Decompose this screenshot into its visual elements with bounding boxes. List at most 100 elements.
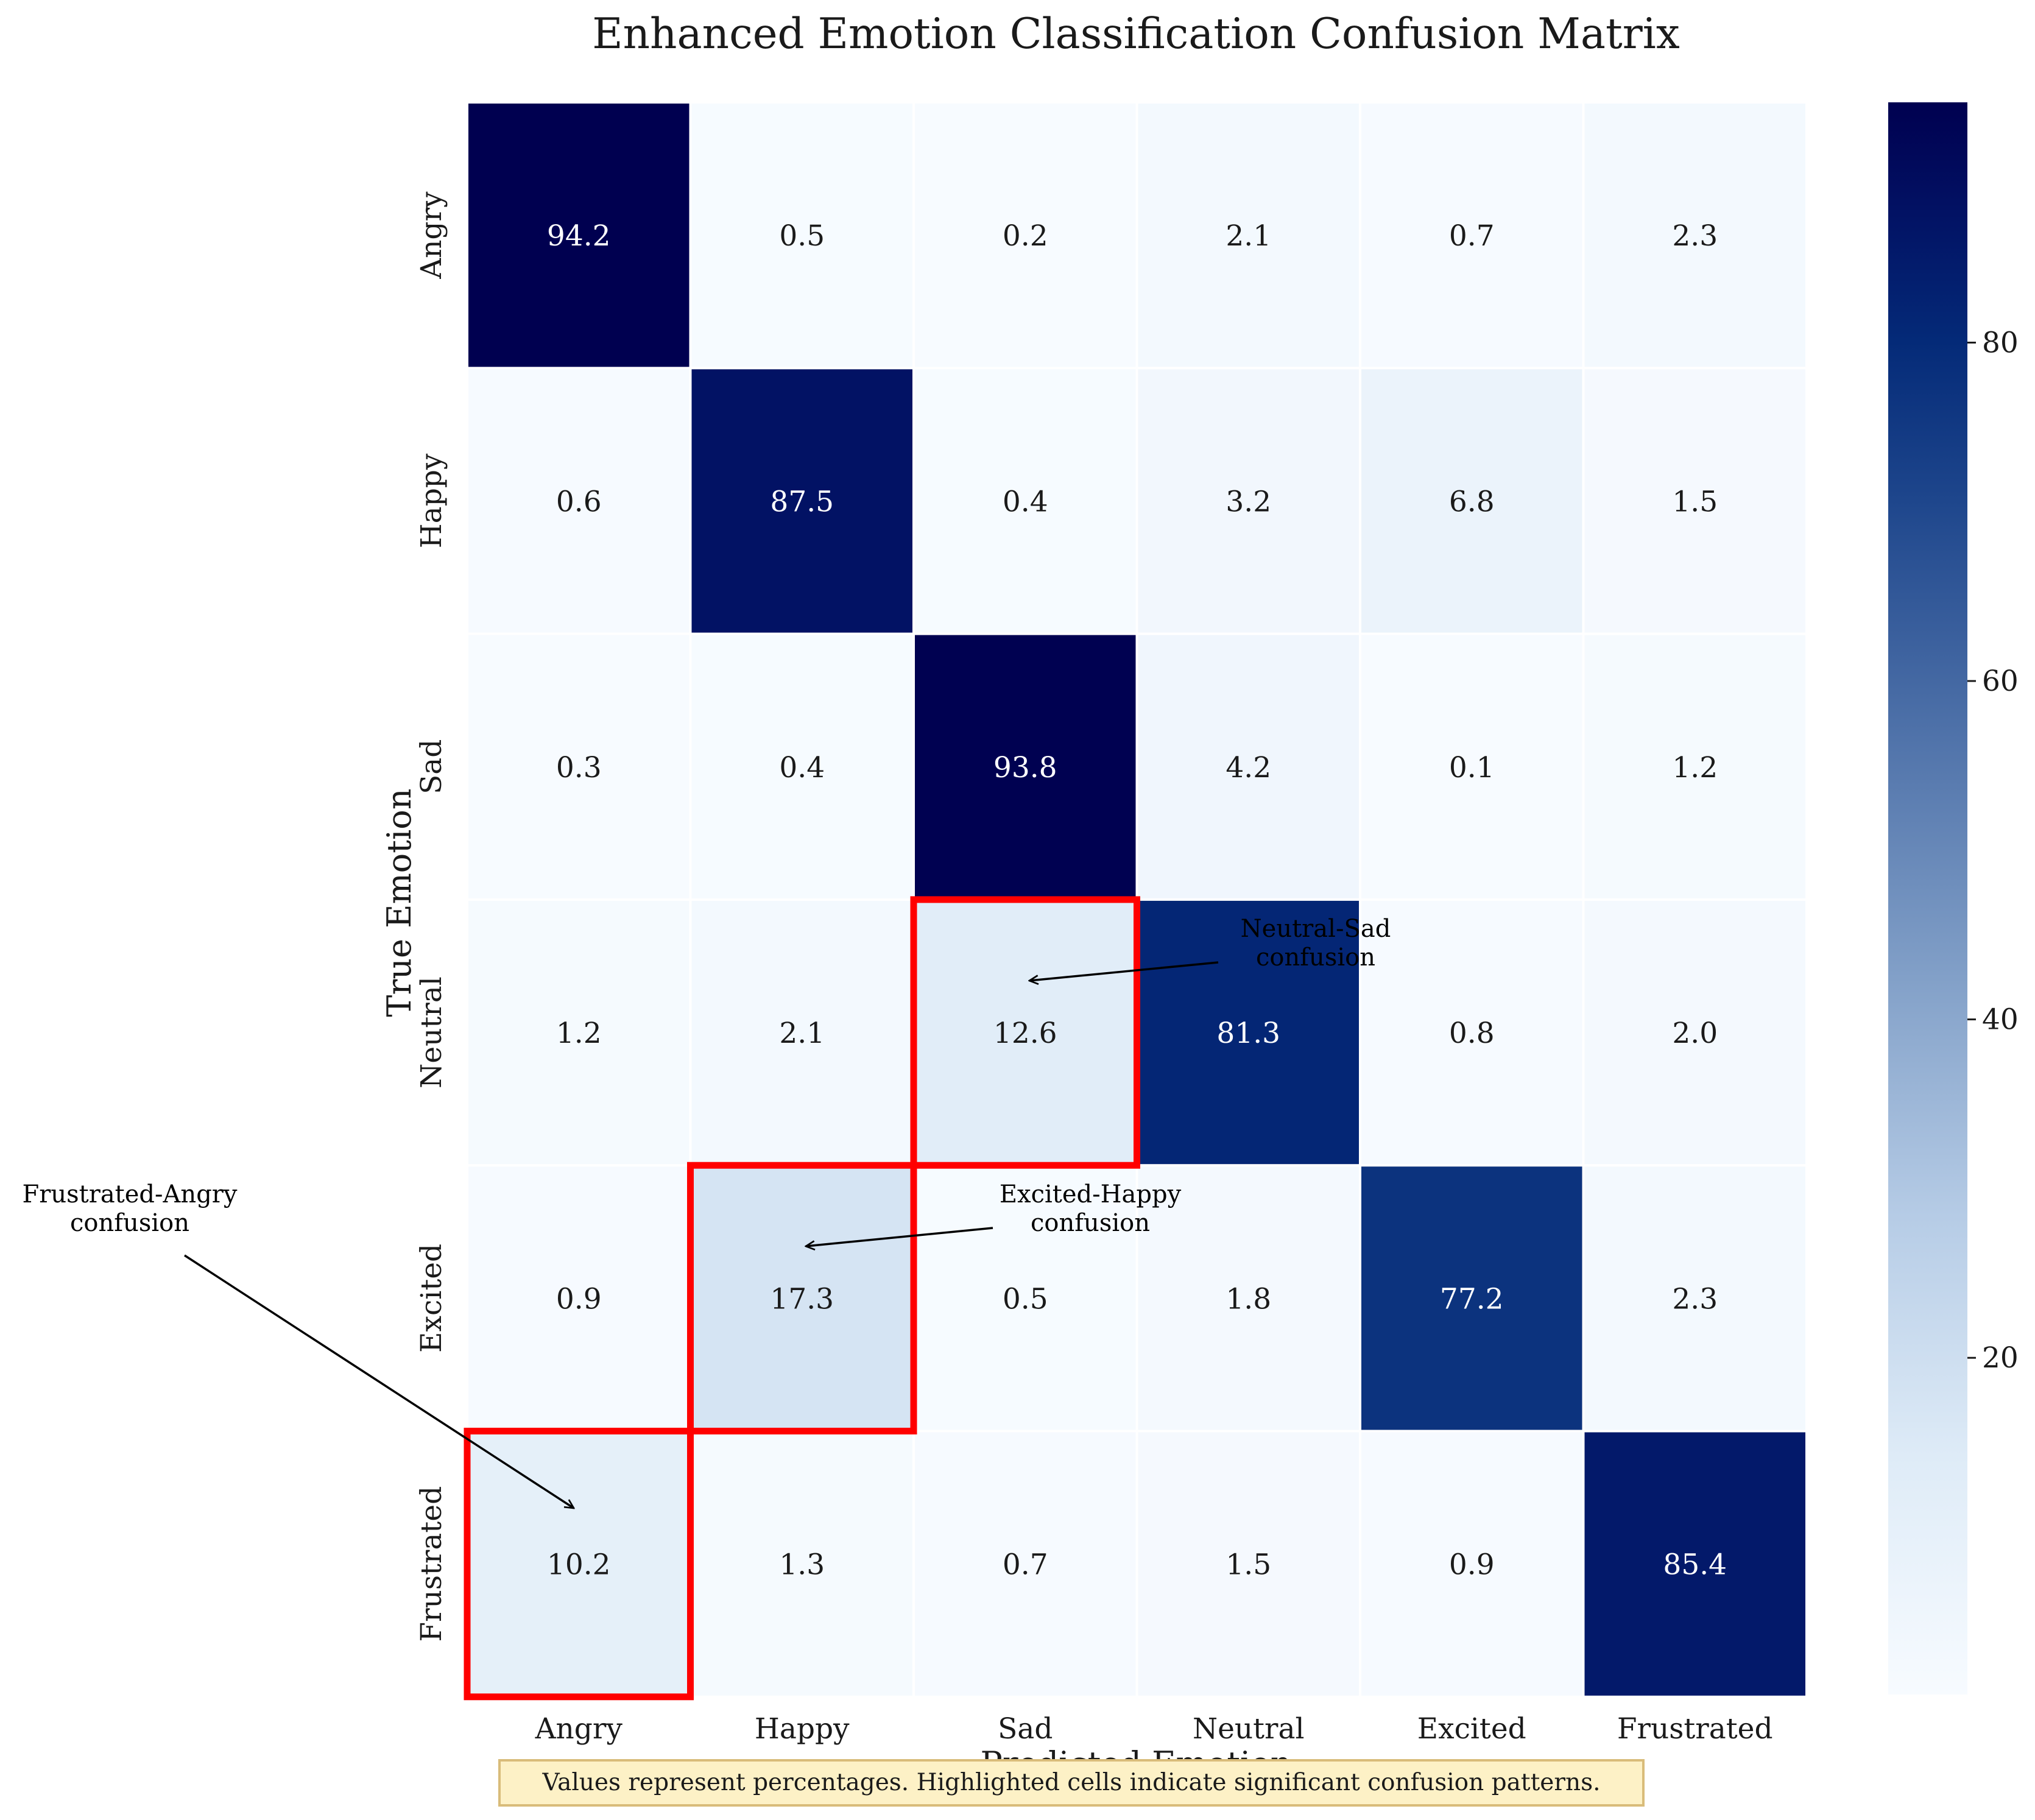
heatmap-cell-happy-frustrated bbox=[1584, 369, 1805, 633]
colorbar-tick-label: 60 bbox=[1982, 665, 2019, 698]
x-tick-label: Excited bbox=[1417, 1712, 1526, 1746]
cell-value-label: 12.6 bbox=[993, 1017, 1057, 1050]
heatmap-cell-sad-frustrated bbox=[1584, 635, 1805, 898]
annotation-text: confusion bbox=[1256, 944, 1375, 972]
cell-value-label: 2.0 bbox=[1672, 1017, 1718, 1050]
colorbar-gradient bbox=[1888, 102, 1967, 1695]
x-tick-label: Happy bbox=[755, 1712, 850, 1746]
annotation-arrow bbox=[1029, 961, 1219, 981]
heatmap-cell-frustrated-frustrated bbox=[1584, 1432, 1805, 1696]
heatmap-cells bbox=[468, 104, 1805, 1696]
cell-value-label: 94.2 bbox=[547, 219, 611, 253]
annotation-arrow bbox=[806, 1227, 993, 1246]
cell-value-label: 0.4 bbox=[1003, 485, 1048, 518]
cell-value-label: 0.8 bbox=[1449, 1017, 1495, 1050]
cell-value-label: 0.9 bbox=[1449, 1548, 1495, 1582]
heatmap-cell-neutral-happy bbox=[691, 900, 912, 1165]
heatmap-cell-angry-frustrated bbox=[1584, 104, 1805, 367]
footnote-box bbox=[498, 1759, 1645, 1807]
cell-value-label: 87.5 bbox=[770, 485, 834, 518]
cell-value-label: 85.4 bbox=[1663, 1548, 1727, 1582]
heatmap-cell-happy-angry bbox=[468, 369, 690, 633]
x-tick-label: Sad bbox=[998, 1712, 1053, 1746]
cell-value-label: 0.3 bbox=[556, 751, 602, 785]
heatmap-cell-happy-sad bbox=[915, 369, 1136, 633]
colorbar-tick-label: 40 bbox=[1982, 1003, 2019, 1037]
cell-value-label: 93.8 bbox=[993, 751, 1057, 785]
cell-value-label: 0.7 bbox=[1449, 219, 1495, 253]
cell-value-label: 1.8 bbox=[1226, 1282, 1271, 1316]
y-tick-label: Angry bbox=[415, 191, 448, 280]
footnote-text: Values represent percentages. Highlighte… bbox=[541, 1769, 1600, 1796]
cell-value-label: 1.2 bbox=[556, 1017, 602, 1050]
heatmap-cell-sad-angry bbox=[468, 635, 690, 898]
heatmap-cell-frustrated-sad bbox=[915, 1432, 1136, 1696]
heatmap-cell-sad-happy bbox=[691, 635, 912, 898]
x-tick-label: Angry bbox=[535, 1712, 623, 1746]
annotation-text: Excited-Happy bbox=[1000, 1180, 1182, 1208]
y-tick-label: Frustrated bbox=[415, 1486, 448, 1642]
annotation-text: Frustrated-Angry bbox=[22, 1180, 237, 1208]
heatmap-cell-angry-angry bbox=[468, 104, 690, 367]
cell-value-label: 2.1 bbox=[779, 1017, 825, 1050]
heatmap-cell-angry-happy bbox=[691, 104, 912, 367]
cell-value-label: 10.2 bbox=[547, 1548, 611, 1582]
cell-value-label: 1.5 bbox=[1672, 485, 1718, 518]
y-axis-label: True Emotion bbox=[380, 788, 418, 1017]
heatmap-cell-sad-excited bbox=[1361, 635, 1582, 898]
cell-value-label: 81.3 bbox=[1216, 1017, 1280, 1050]
cell-value-label: 1.2 bbox=[1672, 751, 1718, 785]
colorbar-tick-label: 20 bbox=[1982, 1341, 2019, 1375]
heatmap-cell-neutral-neutral bbox=[1138, 900, 1359, 1165]
highlighted-cells bbox=[464, 896, 1140, 1701]
cell-value-label: 2.3 bbox=[1672, 1282, 1718, 1316]
colorbar-tick-label: 80 bbox=[1982, 326, 2019, 359]
heatmap-cell-sad-neutral bbox=[1138, 635, 1359, 898]
cell-value-label: 2.3 bbox=[1672, 219, 1718, 253]
cell-value-label: 2.1 bbox=[1226, 219, 1271, 253]
y-axis-ticks: Angry Happy Sad Neutral Excited Frustrated bbox=[415, 191, 448, 1642]
cell-value-label: 0.5 bbox=[1003, 1282, 1048, 1316]
colorbar: 20 40 60 80 bbox=[1888, 102, 2019, 1695]
highlight-box-frustrated-angry bbox=[464, 1428, 694, 1701]
y-tick-label: Neutral bbox=[415, 976, 448, 1088]
confusion-annotations: Neutral-SadconfusionExcited-Happyconfusi… bbox=[22, 915, 1391, 1508]
heatmap-cell-excited-neutral bbox=[1138, 1166, 1359, 1430]
cell-value-label: 0.9 bbox=[556, 1282, 602, 1316]
heatmap-cell-excited-happy bbox=[691, 1166, 912, 1430]
heatmap-cell-excited-frustrated bbox=[1584, 1166, 1805, 1430]
cell-value-label: 0.1 bbox=[1449, 751, 1495, 785]
annotation-text: Neutral-Sad bbox=[1241, 915, 1391, 943]
cell-value-label: 0.6 bbox=[556, 485, 602, 518]
x-tick-label: Neutral bbox=[1193, 1712, 1305, 1746]
y-tick-label: Happy bbox=[415, 453, 448, 548]
cell-value-label: 17.3 bbox=[770, 1282, 834, 1316]
heatmap-cell-excited-angry bbox=[468, 1166, 690, 1430]
chart-title: Enhanced Emotion Classification Confusio… bbox=[592, 10, 1680, 58]
heatmap-cell-neutral-excited bbox=[1361, 900, 1582, 1165]
heatmap-cell-excited-sad bbox=[915, 1166, 1136, 1430]
heatmap-cell-frustrated-neutral bbox=[1138, 1432, 1359, 1696]
cell-value-label: 1.3 bbox=[779, 1548, 825, 1582]
heatmap-cell-happy-excited bbox=[1361, 369, 1582, 633]
footnote: Values represent percentages. Highlighte… bbox=[498, 1759, 1645, 1807]
heatmap-cell-neutral-frustrated bbox=[1584, 900, 1805, 1165]
annotation-arrow bbox=[184, 1254, 574, 1508]
cell-value-label: 4.2 bbox=[1226, 751, 1271, 785]
heatmap-cell-happy-happy bbox=[691, 369, 912, 633]
cell-value-label: 3.2 bbox=[1226, 485, 1271, 518]
y-tick-label: Excited bbox=[415, 1244, 448, 1353]
heatmap-cell-frustrated-angry bbox=[468, 1432, 690, 1696]
cell-value-label: 6.8 bbox=[1449, 485, 1495, 518]
cell-value-label: 1.5 bbox=[1226, 1548, 1271, 1582]
heatmap-cell-sad-sad bbox=[915, 635, 1136, 898]
x-axis-ticks: Angry Happy Sad Neutral Excited Frustrated bbox=[535, 1712, 1773, 1746]
heatmap-cell-angry-sad bbox=[915, 104, 1136, 367]
highlight-box-neutral-sad bbox=[910, 896, 1140, 1169]
heatmap-cell-neutral-sad bbox=[915, 900, 1136, 1165]
cell-value-label: 0.7 bbox=[1003, 1548, 1048, 1582]
cell-value-label: 0.5 bbox=[779, 219, 825, 253]
annotation-text: confusion bbox=[70, 1209, 189, 1237]
